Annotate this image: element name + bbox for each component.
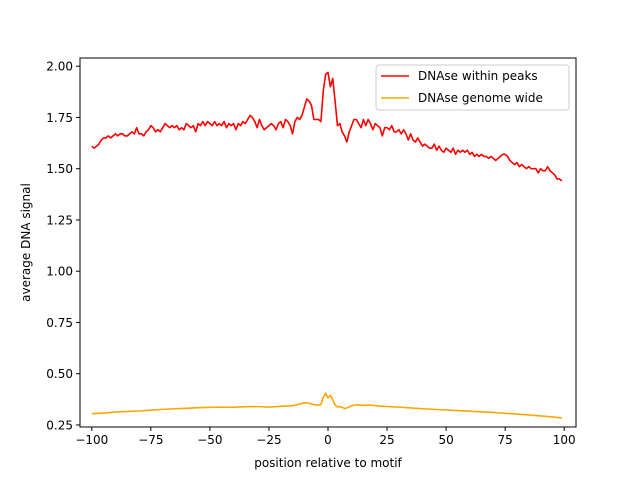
- legend: DNAse within peaks DNAse genome wide: [375, 64, 570, 111]
- y-tick-label: 2.00: [46, 60, 73, 74]
- legend-box: [375, 64, 570, 111]
- series-layer: [91, 71, 563, 419]
- x-tick-label: −75: [138, 433, 163, 447]
- x-tick-label: −50: [197, 433, 222, 447]
- legend-label-within-peaks: DNAse within peaks: [418, 69, 538, 83]
- y-tick-label: 0.75: [46, 316, 73, 330]
- y-axis-label: average DNA signal: [19, 183, 33, 302]
- x-tick-label: −100: [75, 433, 108, 447]
- x-tick-label: 25: [379, 433, 394, 447]
- x-tick-label: 50: [438, 433, 453, 447]
- y-axis-ticks: 0.25 0.50 0.75 1.00 1.25 1.50 1.75 2.00: [46, 60, 80, 432]
- y-tick-label: 0.25: [46, 418, 73, 432]
- series-line-1: [91, 392, 562, 419]
- legend-label-genome-wide: DNAse genome wide: [418, 91, 543, 105]
- y-tick-label: 1.50: [46, 162, 73, 176]
- x-tick-label: 0: [324, 433, 332, 447]
- y-tick-label: 0.50: [46, 367, 73, 381]
- y-tick-label: 1.25: [46, 213, 73, 227]
- x-axis-ticks: −100 −75 −50 −25 0 25 50 75 100: [75, 427, 576, 447]
- y-tick-label: 1.00: [46, 265, 73, 279]
- series-line-0: [91, 71, 563, 182]
- x-axis-label: position relative to motif: [254, 456, 402, 470]
- x-tick-label: 100: [553, 433, 576, 447]
- y-tick-label: 1.75: [46, 111, 73, 125]
- x-tick-label: 75: [498, 433, 513, 447]
- x-tick-label: −25: [256, 433, 281, 447]
